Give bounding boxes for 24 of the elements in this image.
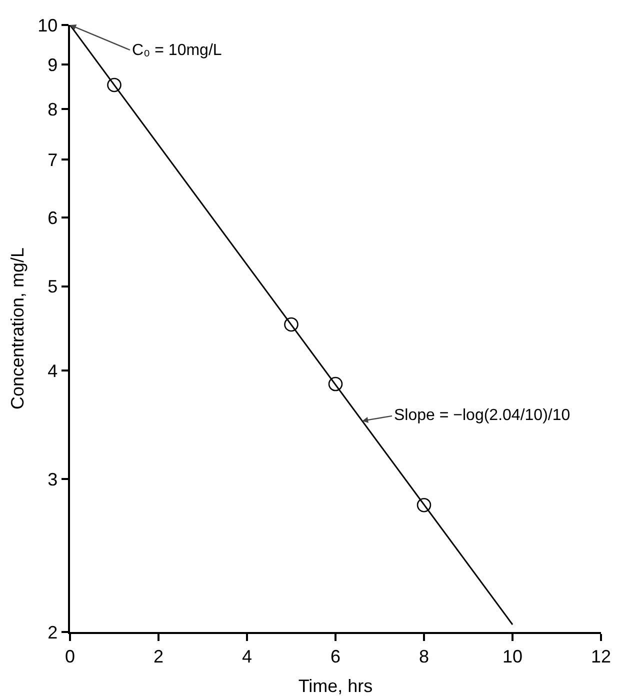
annotation: C₀ = 10mg/L [132, 42, 222, 59]
x-tick-label: 10 [502, 646, 523, 666]
y-tick-label: 5 [48, 276, 58, 297]
y-tick-label: 6 [48, 208, 58, 228]
x-tick-label: 0 [64, 646, 76, 666]
point [284, 317, 298, 332]
x-tick-label: 12 [590, 646, 612, 666]
y-tick-label: 7 [48, 150, 58, 170]
y-tick-label: 8 [48, 99, 58, 120]
x-tick-label: 6 [330, 646, 341, 666]
annotation: Slope = −log(2.04/10)/10 [394, 407, 570, 424]
y-tick-label: 4 [48, 360, 58, 381]
point [107, 78, 122, 92]
y-tick-label: 10 [38, 15, 58, 36]
point [328, 376, 343, 392]
point [416, 498, 432, 512]
y-axis-title: Concentration, mg/L [8, 247, 28, 410]
y-tick-label: 9 [48, 55, 58, 76]
x-tick-label: 4 [242, 646, 252, 666]
x-tick-label: 2 [153, 646, 164, 666]
y-tick-label: 2 [48, 622, 58, 642]
y-tick-label: 3 [48, 469, 58, 490]
x-tick-label: 8 [418, 646, 430, 666]
x-axis-title: Time, hrs [298, 676, 373, 696]
